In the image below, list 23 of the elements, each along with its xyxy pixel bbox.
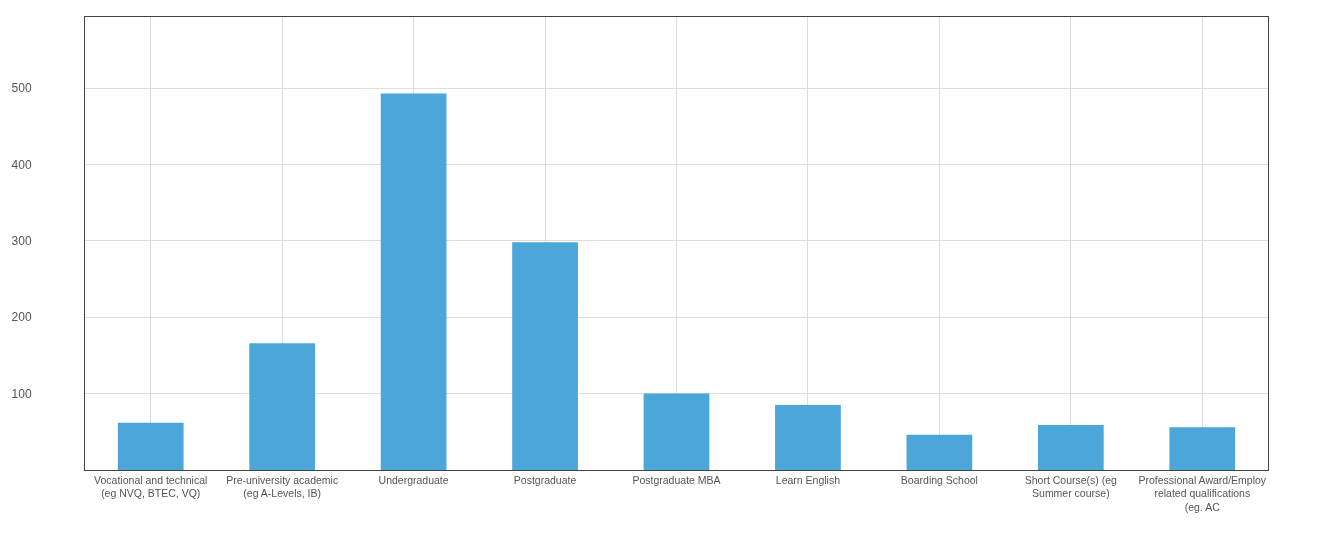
y-tick-label: 100 [11,386,32,401]
y-tick-label: 300 [11,234,32,249]
bar [512,242,578,470]
x-tick-label: Learn English [775,473,841,486]
bar [380,93,447,470]
x-tick-label: Vocational and technical (eg NVQ, BTEC, VQ) [94,473,208,500]
x-tick-label: Pre-university academic (eg A-Levels, IB) [226,473,339,500]
bar [249,343,316,470]
bar [1037,424,1104,470]
y-tick-label: 500 [11,81,32,96]
bar [117,422,184,470]
bar [906,434,973,470]
x-tick-label: Postgraduate MBA [632,473,721,486]
bar [775,405,841,470]
x-tick-label: Boarding School [900,473,978,486]
x-tick-label: Professional Award/Employ related qualifications (eg. AC [1138,473,1267,513]
x-tick-label: Undergraduate [378,473,449,486]
x-tick-label: Short Course(s) (eg Summer course) [1024,473,1118,500]
x-tick-label: Postgraduate [513,473,577,486]
y-tick-label: 200 [11,310,32,325]
bar [1169,427,1236,470]
y-tick-label: 400 [11,157,32,172]
bar [643,393,710,470]
